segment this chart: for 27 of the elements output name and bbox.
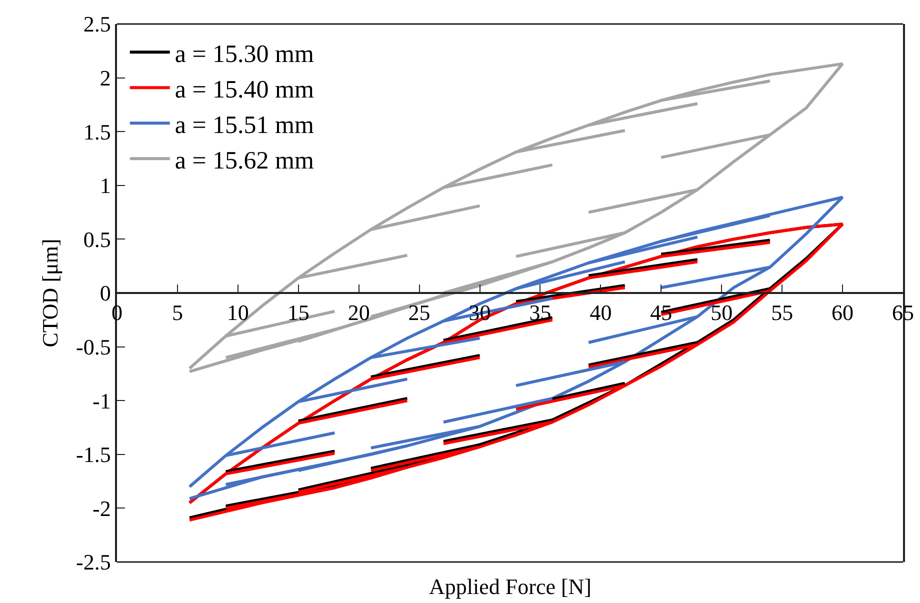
y-tick-label: -0.5 (76, 334, 111, 360)
x-tick-label: 50 (710, 300, 733, 326)
x-tick-label: 5 (172, 300, 183, 326)
y-tick-label: 1 (100, 173, 111, 198)
y-tick-label: -1.5 (76, 442, 111, 468)
x-tick-label: 45 (650, 300, 672, 326)
x-tick-label: 60 (832, 300, 854, 326)
y-tick-label: 2 (100, 66, 111, 90)
x-tick-label: 15 (287, 300, 310, 326)
x-tick-label: 40 (590, 300, 612, 326)
legend-label: a = 15.40 mm (174, 76, 314, 104)
x-tick-label: 20 (348, 300, 370, 326)
x-tick-label: 25 (408, 300, 430, 326)
y-axis-title: CTOD [μm] (37, 238, 62, 348)
legend-label: a = 15.30 mm (174, 40, 314, 68)
y-tick-label: 2.5 (83, 12, 111, 37)
x-tick-label: 55 (771, 300, 794, 326)
y-tick-label: 0.5 (83, 226, 111, 252)
y-tick-label: 0 (100, 280, 111, 306)
y-tick-label: -2 (92, 496, 111, 521)
x-axis-title: Applied Force [N] (429, 574, 592, 599)
y-tick-label: -2.5 (76, 550, 111, 575)
legend-label: a = 15.51 mm (174, 112, 314, 139)
x-tick-label: 10 (226, 300, 249, 326)
y-tick-label: -1 (92, 388, 111, 414)
legend-label: a = 15.62 mm (174, 147, 314, 174)
y-tick-label: 1.5 (83, 119, 111, 144)
